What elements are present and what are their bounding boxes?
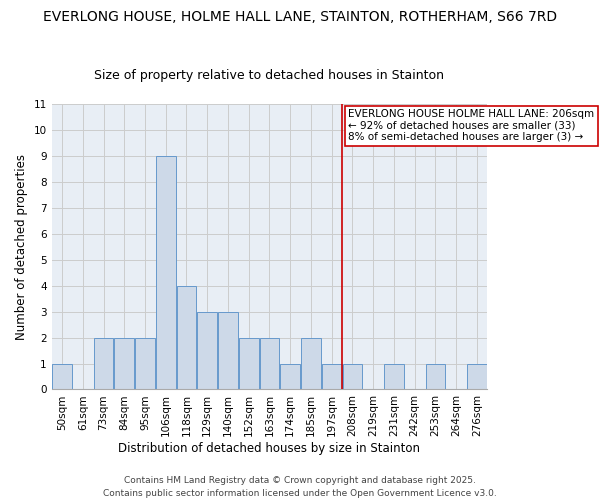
- Bar: [239, 338, 259, 390]
- Bar: [384, 364, 404, 390]
- Y-axis label: Number of detached properties: Number of detached properties: [15, 154, 28, 340]
- Bar: [218, 312, 238, 390]
- Bar: [52, 364, 72, 390]
- X-axis label: Distribution of detached houses by size in Stainton: Distribution of detached houses by size …: [118, 442, 421, 455]
- Bar: [425, 364, 445, 390]
- Text: EVERLONG HOUSE HOLME HALL LANE: 206sqm
← 92% of detached houses are smaller (33): EVERLONG HOUSE HOLME HALL LANE: 206sqm ←…: [348, 109, 595, 142]
- Bar: [301, 338, 321, 390]
- Bar: [115, 338, 134, 390]
- Bar: [343, 364, 362, 390]
- Bar: [467, 364, 487, 390]
- Text: Contains HM Land Registry data © Crown copyright and database right 2025.
Contai: Contains HM Land Registry data © Crown c…: [103, 476, 497, 498]
- Bar: [280, 364, 300, 390]
- Bar: [260, 338, 280, 390]
- Text: EVERLONG HOUSE, HOLME HALL LANE, STAINTON, ROTHERHAM, S66 7RD: EVERLONG HOUSE, HOLME HALL LANE, STAINTO…: [43, 10, 557, 24]
- Bar: [176, 286, 196, 390]
- Bar: [156, 156, 176, 390]
- Bar: [94, 338, 113, 390]
- Title: Size of property relative to detached houses in Stainton: Size of property relative to detached ho…: [94, 69, 445, 82]
- Bar: [322, 364, 341, 390]
- Bar: [135, 338, 155, 390]
- Bar: [197, 312, 217, 390]
